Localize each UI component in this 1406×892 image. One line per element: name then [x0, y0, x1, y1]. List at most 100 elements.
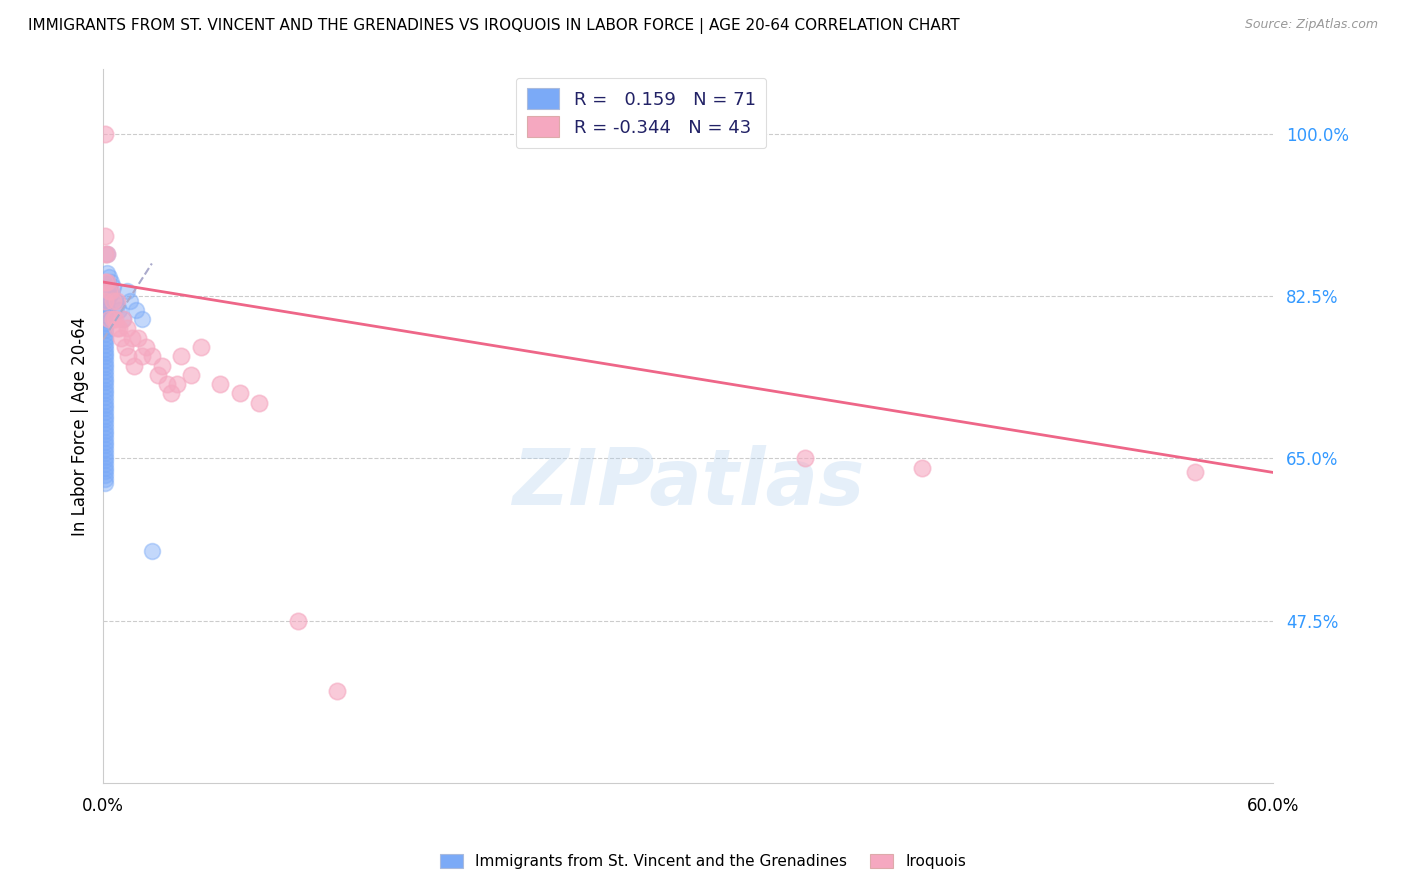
- Point: [94, 412, 117, 426]
- Point: [94, 323, 117, 337]
- Point: [94, 446, 117, 460]
- Point: [96, 293, 118, 308]
- Point: [793, 451, 815, 466]
- Point: [94, 353, 117, 368]
- Point: [94, 360, 117, 375]
- Text: IMMIGRANTS FROM ST. VINCENT AND THE GRENADINES VS IROQUOIS IN LABOR FORCE | AGE : IMMIGRANTS FROM ST. VINCENT AND THE GREN…: [28, 18, 960, 34]
- Point: [96, 266, 118, 280]
- Y-axis label: In Labor Force | Age 20-64: In Labor Force | Age 20-64: [72, 317, 89, 535]
- Point: [104, 293, 127, 308]
- Point: [94, 357, 117, 371]
- Point: [101, 312, 124, 326]
- Point: [94, 293, 117, 308]
- Point: [96, 275, 118, 289]
- Point: [94, 285, 117, 299]
- Point: [115, 285, 138, 299]
- Point: [94, 420, 117, 434]
- Point: [94, 393, 117, 408]
- Point: [107, 321, 129, 335]
- Point: [94, 349, 117, 363]
- Point: [94, 434, 117, 449]
- Point: [131, 312, 153, 326]
- Point: [94, 376, 117, 390]
- Point: [100, 285, 122, 299]
- Point: [166, 377, 188, 392]
- Point: [111, 312, 134, 326]
- Point: [94, 386, 117, 401]
- Point: [94, 431, 117, 445]
- Point: [114, 340, 136, 354]
- Point: [131, 349, 153, 363]
- Point: [94, 450, 117, 464]
- Point: [94, 460, 117, 475]
- Legend: R =   0.159   N = 71, R = -0.344   N = 43: R = 0.159 N = 71, R = -0.344 N = 43: [516, 78, 766, 148]
- Point: [170, 349, 193, 363]
- Point: [94, 409, 117, 423]
- Point: [98, 289, 121, 303]
- Point: [115, 321, 138, 335]
- Point: [94, 468, 117, 483]
- Legend: Immigrants from St. Vincent and the Grenadines, Iroquois: Immigrants from St. Vincent and the Gren…: [434, 848, 972, 875]
- Point: [98, 312, 121, 326]
- Point: [111, 312, 134, 326]
- Point: [228, 386, 250, 401]
- Point: [100, 286, 122, 301]
- Point: [94, 416, 117, 430]
- Point: [94, 364, 117, 378]
- Point: [94, 472, 117, 486]
- Point: [94, 331, 117, 345]
- Text: Source: ZipAtlas.com: Source: ZipAtlas.com: [1244, 18, 1378, 31]
- Point: [190, 340, 212, 354]
- Point: [117, 349, 139, 363]
- Point: [94, 228, 117, 243]
- Point: [94, 334, 117, 349]
- Point: [94, 326, 117, 341]
- Point: [94, 475, 117, 490]
- Point: [94, 427, 117, 442]
- Point: [135, 340, 157, 354]
- Point: [150, 359, 173, 373]
- Point: [120, 293, 142, 308]
- Point: [287, 614, 309, 628]
- Point: [104, 312, 127, 326]
- Point: [94, 342, 117, 356]
- Point: [94, 405, 117, 419]
- Point: [101, 279, 124, 293]
- Point: [96, 275, 118, 289]
- Point: [94, 383, 117, 397]
- Point: [94, 379, 117, 393]
- Point: [94, 127, 117, 141]
- Point: [105, 298, 128, 312]
- Point: [911, 460, 934, 475]
- Point: [1184, 466, 1206, 480]
- Point: [94, 453, 117, 467]
- Point: [105, 293, 128, 308]
- Point: [110, 331, 132, 345]
- Point: [94, 308, 117, 322]
- Point: [94, 293, 117, 308]
- Point: [94, 302, 117, 317]
- Point: [180, 368, 202, 382]
- Point: [94, 338, 117, 352]
- Point: [96, 247, 118, 261]
- Point: [94, 424, 117, 438]
- Point: [98, 285, 121, 299]
- Point: [94, 247, 117, 261]
- Point: [156, 377, 179, 392]
- Point: [94, 319, 117, 334]
- Point: [160, 386, 183, 401]
- Point: [96, 285, 118, 299]
- Point: [94, 371, 117, 385]
- Point: [94, 368, 117, 382]
- Point: [96, 302, 118, 317]
- Point: [94, 312, 117, 326]
- Point: [98, 279, 121, 293]
- Point: [124, 359, 146, 373]
- Point: [94, 465, 117, 479]
- Point: [94, 401, 117, 416]
- Point: [94, 390, 117, 404]
- Point: [94, 457, 117, 471]
- Point: [101, 293, 124, 308]
- Point: [94, 275, 117, 289]
- Point: [105, 321, 128, 335]
